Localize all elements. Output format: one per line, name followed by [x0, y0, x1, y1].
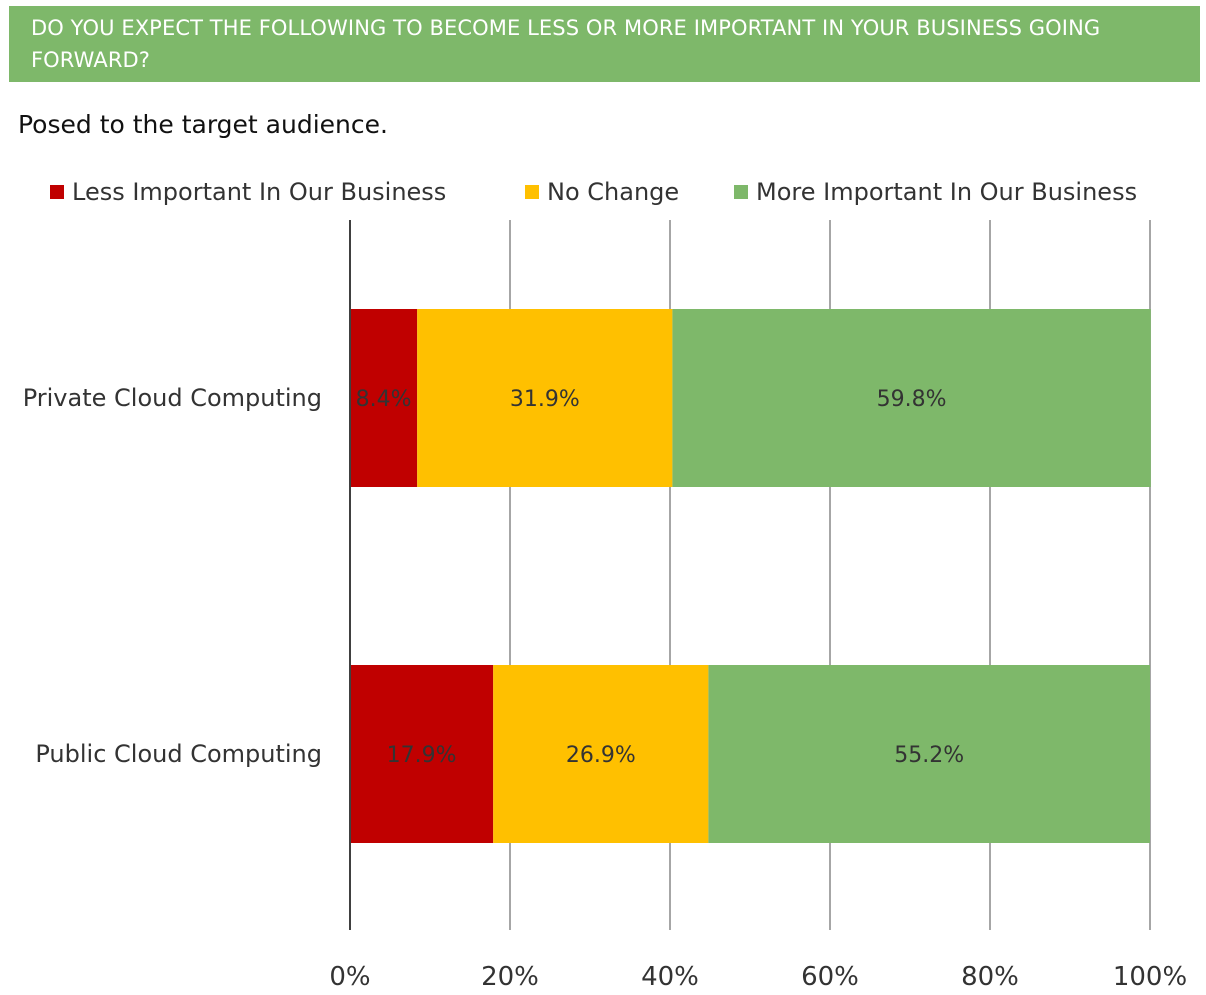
legend-label-no-change: No Change [547, 178, 680, 206]
legend-swatch-more-important [734, 185, 748, 199]
data-label-private-cloud-computing-more-important-in-our-business: 59.8% [877, 387, 947, 412]
legend-item-less-important: Less Important In Our Business [50, 172, 446, 212]
x-tick-label: 40% [641, 962, 699, 992]
legend-label-more-important: More Important In Our Business [756, 178, 1138, 206]
bar-private-cloud-computing-more-important-in-our-business [672, 309, 1151, 487]
x-tick-label: 60% [801, 962, 859, 992]
data-label-public-cloud-computing-more-important-in-our-business: 55.2% [894, 743, 964, 768]
data-label-private-cloud-computing-less-important-in-our-business: 8.4% [356, 387, 412, 412]
data-label-public-cloud-computing-no-change: 26.9% [566, 743, 636, 768]
question-title: DO YOU EXPECT THE FOLLOWING TO BECOME LE… [31, 16, 1101, 72]
category-label-private-cloud-computing: Private Cloud Computing [23, 384, 322, 412]
bar-public-cloud-computing-no-change [493, 665, 709, 843]
chart-legend: Less Important In Our Business No Change… [0, 172, 1206, 212]
data-label-private-cloud-computing-no-change: 31.9% [510, 387, 580, 412]
category-label-public-cloud-computing: Public Cloud Computing [35, 740, 322, 768]
bar-private-cloud-computing-less-important-in-our-business [350, 309, 418, 487]
x-tick-label: 80% [961, 962, 1019, 992]
x-tick-label: 20% [481, 962, 539, 992]
x-tick-label: 100% [1113, 962, 1187, 992]
data-label-public-cloud-computing-less-important-in-our-business: 17.9% [387, 743, 457, 768]
legend-item-no-change: No Change [525, 172, 679, 212]
legend-swatch-less-important [50, 185, 64, 199]
chart-subtitle: Posed to the target audience. [18, 110, 388, 139]
bar-private-cloud-computing-no-change [417, 309, 673, 487]
legend-label-less-important: Less Important In Our Business [72, 178, 447, 206]
legend-swatch-no-change [525, 185, 539, 199]
legend-item-more-important: More Important In Our Business [734, 172, 1137, 212]
bar-public-cloud-computing-more-important-in-our-business [708, 665, 1150, 843]
bar-public-cloud-computing-less-important-in-our-business [350, 665, 494, 843]
question-banner: DO YOU EXPECT THE FOLLOWING TO BECOME LE… [9, 6, 1200, 82]
x-tick-label: 0% [329, 962, 370, 992]
